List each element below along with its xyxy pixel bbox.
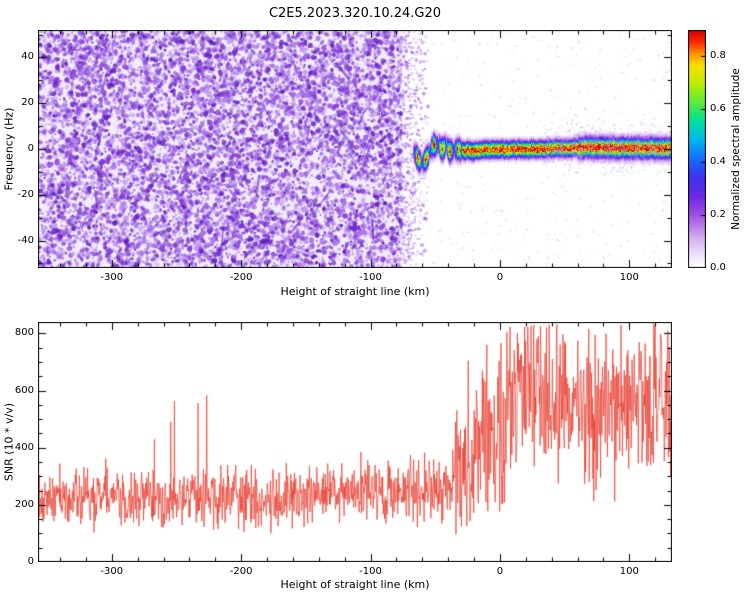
- colorbar: [688, 30, 706, 268]
- snr-y-tick-label: 600: [14, 384, 34, 396]
- figure-title: C2E5.2023.320.10.24.G20: [268, 6, 442, 21]
- spec-x-tick-label: -100: [359, 272, 382, 283]
- spectrogram-canvas: [38, 30, 672, 268]
- snr-y-tick-label: 0: [27, 556, 34, 567]
- spec-y-tick-label: -40: [17, 234, 34, 246]
- spec-x-tick-label: 100: [619, 272, 639, 283]
- snr-y-tick-label: 200: [14, 498, 34, 510]
- snr-y-tick-label: 400: [14, 441, 34, 453]
- spec-y-tick-label: 0: [27, 143, 34, 154]
- colorbar-tick-label: 0.6: [710, 103, 726, 115]
- spec-y-tick-label: 20: [21, 97, 34, 109]
- spec-y-tick-label: 40: [21, 51, 34, 63]
- snr-x-tick-label: -100: [359, 566, 382, 577]
- spec-x-axis-label: Height of straight line (km): [280, 285, 430, 298]
- spec-x-tick-label: 0: [496, 272, 504, 283]
- snr-y-tick-label: 800: [14, 327, 34, 339]
- colorbar-label: Normalized spectral amplitude: [730, 68, 742, 230]
- colorbar-tick-label: 0.2: [710, 209, 726, 221]
- snr-x-tick-label: -200: [229, 566, 253, 577]
- snr-x-tick-label: 100: [619, 566, 639, 577]
- colorbar-tick-label: 0.8: [710, 50, 726, 62]
- spec-x-tick-label: -200: [229, 272, 253, 283]
- spec-y-tick-label: -20: [17, 188, 34, 200]
- colorbar-tick-label: 0.4: [710, 156, 726, 168]
- colorbar-tick-label: 0.0: [710, 262, 726, 273]
- spec-x-tick-label: -300: [100, 272, 124, 283]
- snr-plot-canvas: [38, 322, 672, 562]
- snr-x-axis-label: Height of straight line (km): [280, 578, 430, 591]
- snr-x-tick-label: -300: [100, 566, 124, 577]
- snr-x-tick-label: 0: [496, 566, 504, 577]
